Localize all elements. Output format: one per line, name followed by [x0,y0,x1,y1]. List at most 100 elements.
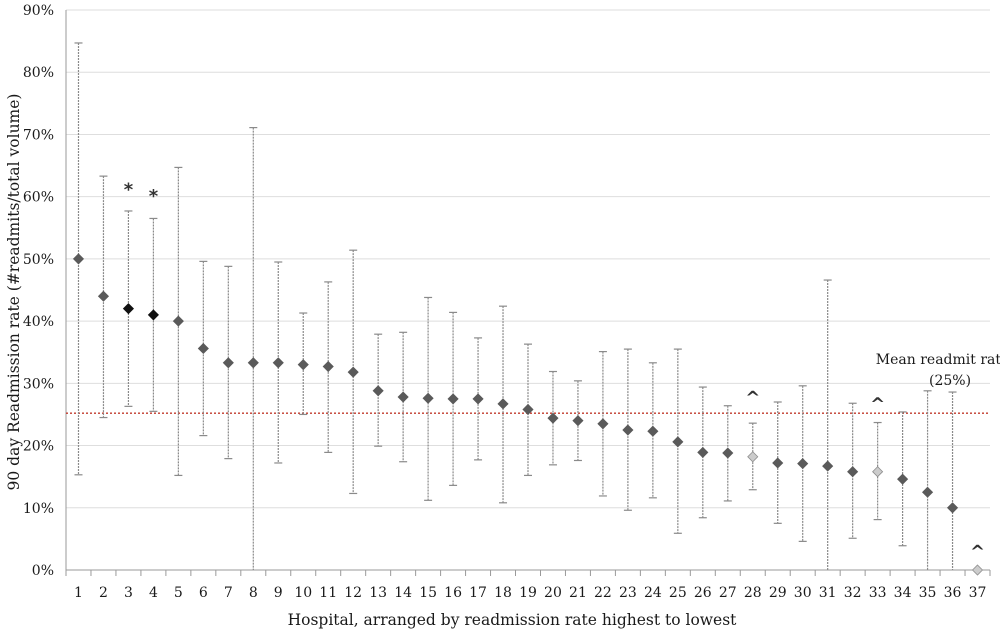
data-point [97,290,110,302]
x-tick-label: 3 [124,585,133,601]
x-tick-label: 15 [419,585,437,601]
gridlines [66,9,990,509]
x-tick-label: 33 [869,585,887,601]
significance-symbols: * * ^ ^ ^ [124,180,985,563]
x-tick-label: 5 [174,585,183,601]
data-point [397,391,409,403]
x-axis-title: Hospital, arranged by readmission rate h… [288,611,738,629]
data-point [122,303,134,315]
data-point [172,315,184,327]
x-tick-label: 12 [344,585,362,601]
x-tick-label: 16 [444,585,462,601]
data-points [72,253,984,576]
data-point [722,447,734,459]
data-point [822,460,834,472]
y-tick-labels: 0% 10% 20% 30% 40% 50% 60% 70% 80% 90% [23,3,54,579]
data-point [222,357,234,369]
y-tick-label: 10% [23,501,54,517]
significance-symbol: * [149,186,159,207]
x-tick-label: 9 [274,585,283,601]
data-point [322,360,334,373]
data-point [447,393,459,405]
y-axis-title: 90 day Readmission rate (#readmits/total… [5,94,23,491]
data-point [197,342,209,355]
x-tick-label: 21 [569,585,587,601]
error-bars [74,42,957,570]
significance-symbol: ^ [745,387,760,408]
x-tick-labels: 1 2 3 4 5 6 7 8 9 10 11 12 13 14 15 16 17 18 19 20 21 22 23 24 2… [74,585,986,601]
y-tick-label: 40% [23,314,54,330]
x-tick-label: 18 [494,585,512,601]
data-point [522,403,534,416]
x-tick-label: 26 [694,585,712,601]
x-tick-label: 34 [894,585,912,601]
data-point [422,392,434,404]
x-tick-label: 8 [249,585,258,601]
x-tick-label: 1 [74,585,83,601]
data-point [872,466,884,478]
data-point [347,366,359,378]
y-tick-label: 90% [23,3,54,19]
y-tick-label: 0% [32,563,54,579]
data-point [497,398,509,410]
x-tick-label: 32 [844,585,862,601]
x-tick-label: 2 [99,585,108,601]
x-tick-label: 20 [544,585,562,601]
x-tick-label: 35 [919,585,937,601]
data-point [946,502,959,514]
significance-symbol: ^ [970,542,985,563]
y-tick-label: 60% [23,190,54,206]
x-tick-label: 13 [369,585,387,601]
data-point [672,436,684,448]
x-tick-label: 19 [519,585,537,601]
significance-symbol: ^ [870,394,885,415]
data-point [372,385,384,397]
data-point [622,424,634,436]
x-tick-label: 37 [969,585,987,601]
x-tick-label: 10 [294,585,312,601]
data-point [647,425,659,437]
data-point [897,473,909,485]
data-point [572,415,584,427]
y-tick-label: 30% [23,376,54,392]
x-tick-label: 29 [769,585,787,601]
x-tick-label: 36 [944,585,962,601]
x-tick-label: 17 [469,585,487,601]
x-tick-label: 23 [619,585,637,601]
x-tick-label: 31 [819,585,837,601]
data-point [272,357,284,369]
data-point [772,457,784,469]
y-tick-label: 20% [23,439,54,455]
x-tick-label: 22 [594,585,612,601]
significance-symbol: * [124,180,134,201]
mean-rate-value-annotation: (25%) [929,373,971,389]
y-tick-label: 80% [23,65,54,81]
data-point [847,466,859,478]
data-point [147,309,159,321]
data-point [922,486,934,498]
x-tick-label: 7 [224,585,233,601]
x-tick-label: 11 [319,585,337,601]
x-tick-label: 30 [794,585,812,601]
data-point [597,418,609,430]
data-point [297,359,309,371]
data-point [971,564,984,576]
y-tick-label: 70% [23,127,54,143]
axes [65,10,991,576]
x-tick-label: 14 [394,585,412,601]
data-point [797,458,809,470]
data-point [547,412,559,424]
x-tick-label: 27 [719,585,737,601]
x-tick-label: 25 [669,585,687,601]
data-point [472,393,484,405]
x-tick-label: 6 [199,585,208,601]
data-point [697,446,709,458]
data-point [72,253,85,265]
y-tick-label: 50% [23,252,54,268]
x-tick-label: 4 [149,585,158,601]
data-point [747,451,759,463]
mean-rate-annotation: Mean readmit rate [876,352,1000,368]
x-tick-label: 24 [644,585,662,601]
x-tick-label: 28 [744,585,762,601]
